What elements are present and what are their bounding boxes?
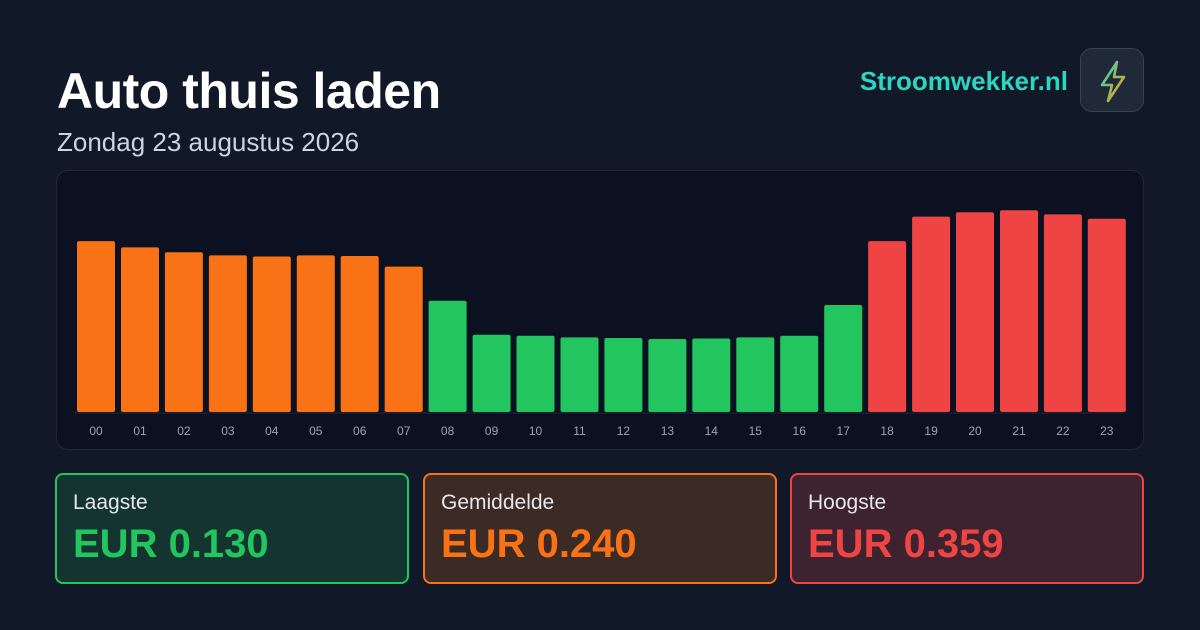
x-tick-label: 05 <box>309 424 323 438</box>
x-tick-label: 11 <box>573 424 586 438</box>
highest-price-card: Hoogste EUR 0.359 <box>790 473 1144 584</box>
x-tick-label: 19 <box>924 424 938 438</box>
bar-hour-22 <box>1043 214 1082 412</box>
bar-hour-01 <box>121 247 159 412</box>
bar-hour-00 <box>77 241 115 412</box>
x-tick-label: 18 <box>880 424 894 438</box>
bar-hour-06 <box>340 256 379 412</box>
x-tick-label: 10 <box>529 424 543 438</box>
x-tick-label: 20 <box>968 424 982 438</box>
brand-name[interactable]: Stroomwekker.nl <box>859 66 1068 96</box>
bar-hour-20 <box>956 212 994 412</box>
average-price-card: Gemiddelde EUR 0.240 <box>423 473 777 584</box>
x-tick-label: 12 <box>617 424 631 438</box>
average-price-value: EUR 0.240 <box>441 522 637 566</box>
bar-hour-21 <box>1000 210 1038 412</box>
average-price-label: Gemiddelde <box>441 491 555 514</box>
x-tick-label: 03 <box>221 424 235 438</box>
x-tick-label: 01 <box>133 424 147 438</box>
bar-hour-23 <box>1087 218 1126 412</box>
x-tick-label: 06 <box>353 424 367 438</box>
bar-hour-14 <box>692 338 731 412</box>
bar-hour-04 <box>252 256 291 412</box>
lowest-price-value: EUR 0.130 <box>73 522 269 566</box>
bar-hour-13 <box>648 339 687 412</box>
bar-hour-19 <box>912 216 951 412</box>
bar-hour-03 <box>208 255 247 412</box>
bar-hour-12 <box>604 338 643 412</box>
bar-hour-09 <box>472 334 511 412</box>
x-tick-label: 02 <box>177 424 191 438</box>
x-tick-label: 15 <box>749 424 763 438</box>
bar-hour-08 <box>428 300 467 412</box>
bar-hour-17 <box>824 305 863 412</box>
x-tick-label: 13 <box>661 424 675 438</box>
x-tick-label: 23 <box>1100 424 1114 438</box>
brand-logo <box>1080 48 1144 112</box>
lowest-price-card: Laagste EUR 0.130 <box>55 473 409 584</box>
price-chart: 00 01 02 03 04 05 06 07 08 09 10 11 12 13 14 15 16 17 18 19… <box>56 170 1144 450</box>
x-tick-label: 09 <box>485 424 499 438</box>
x-tick-label: 08 <box>441 424 455 438</box>
bar-hour-02 <box>164 252 203 412</box>
highest-price-value: EUR 0.359 <box>808 522 1004 566</box>
page-title: Auto thuis laden <box>57 63 441 119</box>
highest-price-label: Hoogste <box>808 491 887 514</box>
date-subtitle: Zondag 23 augustus 2026 <box>57 127 360 157</box>
bar-chart: 00 01 02 03 04 05 06 07 08 09 10 11 12 13 14 15 16 17 18 19… <box>75 210 1127 438</box>
bar-hour-18 <box>868 241 907 412</box>
bar-hour-16 <box>780 335 819 412</box>
bar-hour-11 <box>560 337 599 412</box>
lightning-bolt-icon <box>1100 60 1126 103</box>
x-tick-label: 17 <box>837 424 851 438</box>
x-tick-label: 22 <box>1056 424 1070 438</box>
lowest-price-label: Laagste <box>73 491 148 514</box>
x-tick-label: 21 <box>1012 424 1026 438</box>
x-tick-label: 14 <box>705 424 719 438</box>
bar-hour-07 <box>384 266 423 412</box>
x-tick-label: 16 <box>793 424 807 438</box>
bar-hour-05 <box>296 255 335 412</box>
x-tick-label: 00 <box>89 424 103 438</box>
bar-hour-15 <box>736 337 775 412</box>
bar-hour-10 <box>516 335 555 412</box>
x-tick-label: 07 <box>397 424 411 438</box>
x-tick-label: 04 <box>265 424 279 438</box>
